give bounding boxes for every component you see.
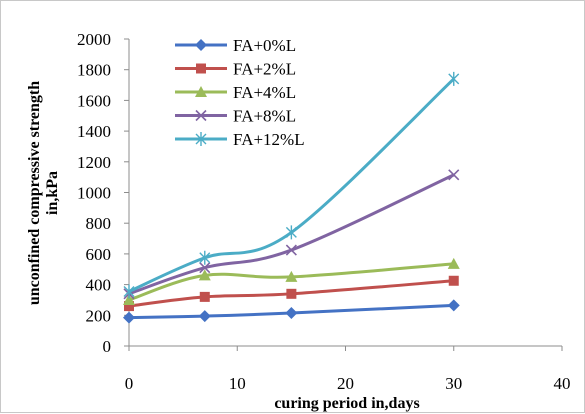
y-axis-title: unconfined compressive strengthin,kPa	[26, 81, 61, 305]
y-axis-title-line: unconfined compressive strength	[26, 81, 43, 305]
x-axis-title: curing period in,days	[274, 395, 419, 412]
legend-item: FA+12%L	[175, 130, 305, 149]
data-point	[123, 293, 135, 305]
y-tick-label: 800	[86, 214, 112, 233]
data-point	[123, 311, 135, 324]
data-point	[195, 39, 207, 51]
data-point	[195, 132, 207, 146]
y-tick-label: 600	[86, 245, 112, 264]
series-fa-4-l	[123, 257, 460, 305]
y-tick-label: 1000	[77, 184, 111, 203]
series-line	[128, 173, 455, 296]
x-tick-label: 20	[337, 374, 354, 393]
x-tick-label: 40	[554, 374, 571, 393]
y-tick-label: 200	[86, 306, 112, 325]
legend-item: FA+0%L	[175, 36, 296, 55]
data-point	[447, 257, 460, 269]
y-tick-label: 1600	[77, 91, 111, 110]
series-fa-12-l	[123, 71, 460, 299]
legend-label: FA+2%L	[233, 60, 296, 79]
legend-item: FA+2%L	[175, 60, 296, 79]
data-point	[448, 275, 459, 286]
series-fa-0-l	[123, 299, 460, 324]
data-point	[448, 71, 460, 86]
y-tick-label: 0	[103, 337, 112, 356]
x-tick-label: 0	[125, 374, 134, 393]
data-point	[195, 86, 207, 97]
legend-label: FA+8%L	[233, 107, 296, 126]
y-tick-label: 1800	[77, 61, 111, 80]
data-point	[285, 225, 297, 240]
x-tick-label: 30	[445, 374, 462, 393]
series-fa-2-l	[124, 275, 459, 312]
legend: FA+0%L FA+2%L FA+4%L FA+8%L FA+12%L	[175, 36, 305, 149]
data-point	[199, 250, 211, 265]
legend-label: FA+0%L	[233, 36, 296, 55]
y-tick-label: 400	[86, 276, 112, 295]
legend-label: FA+4%L	[233, 83, 296, 102]
data-point	[286, 288, 297, 299]
legend-label: FA+12%L	[233, 130, 305, 149]
series-line	[128, 77, 455, 293]
x-tick-label: 10	[229, 374, 246, 393]
legend-item: FA+4%L	[175, 83, 296, 102]
data-point	[285, 244, 297, 256]
data-point	[195, 109, 207, 122]
data-point	[196, 63, 206, 74]
data-point	[123, 284, 135, 299]
data-point	[448, 169, 460, 181]
y-tick-label: 2000	[77, 30, 111, 49]
y-tick-label: 1400	[77, 122, 111, 141]
legend-item: FA+8%L	[175, 107, 296, 126]
data-point	[199, 291, 210, 302]
series-line	[128, 279, 454, 308]
data-point	[198, 269, 211, 281]
data-point	[285, 270, 298, 282]
data-point	[124, 301, 134, 312]
series-line	[128, 262, 454, 302]
y-tick-label: 1200	[77, 153, 111, 172]
data-point	[447, 299, 460, 312]
data-point	[285, 306, 298, 319]
y-axis-title-line: in,kPa	[44, 171, 61, 215]
data-point	[199, 262, 211, 274]
series-line	[128, 303, 454, 320]
data-point	[198, 310, 211, 323]
